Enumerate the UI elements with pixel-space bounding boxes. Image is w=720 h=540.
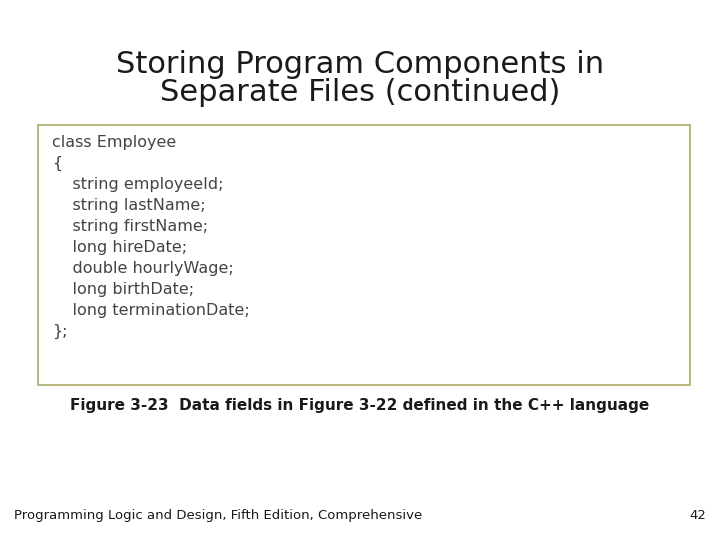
Text: Figure 3-23  Data fields in Figure 3-22 defined in the C++ language: Figure 3-23 Data fields in Figure 3-22 d… — [71, 398, 649, 413]
Text: Separate Files (continued): Separate Files (continued) — [160, 78, 560, 107]
FancyBboxPatch shape — [38, 125, 690, 385]
Text: Storing Program Components in: Storing Program Components in — [116, 50, 604, 79]
Text: 42: 42 — [689, 509, 706, 522]
Text: class Employee
{
    string employeeId;
    string lastName;
    string firstNam: class Employee { string employeeId; stri… — [52, 135, 250, 340]
Text: Programming Logic and Design, Fifth Edition, Comprehensive: Programming Logic and Design, Fifth Edit… — [14, 509, 422, 522]
